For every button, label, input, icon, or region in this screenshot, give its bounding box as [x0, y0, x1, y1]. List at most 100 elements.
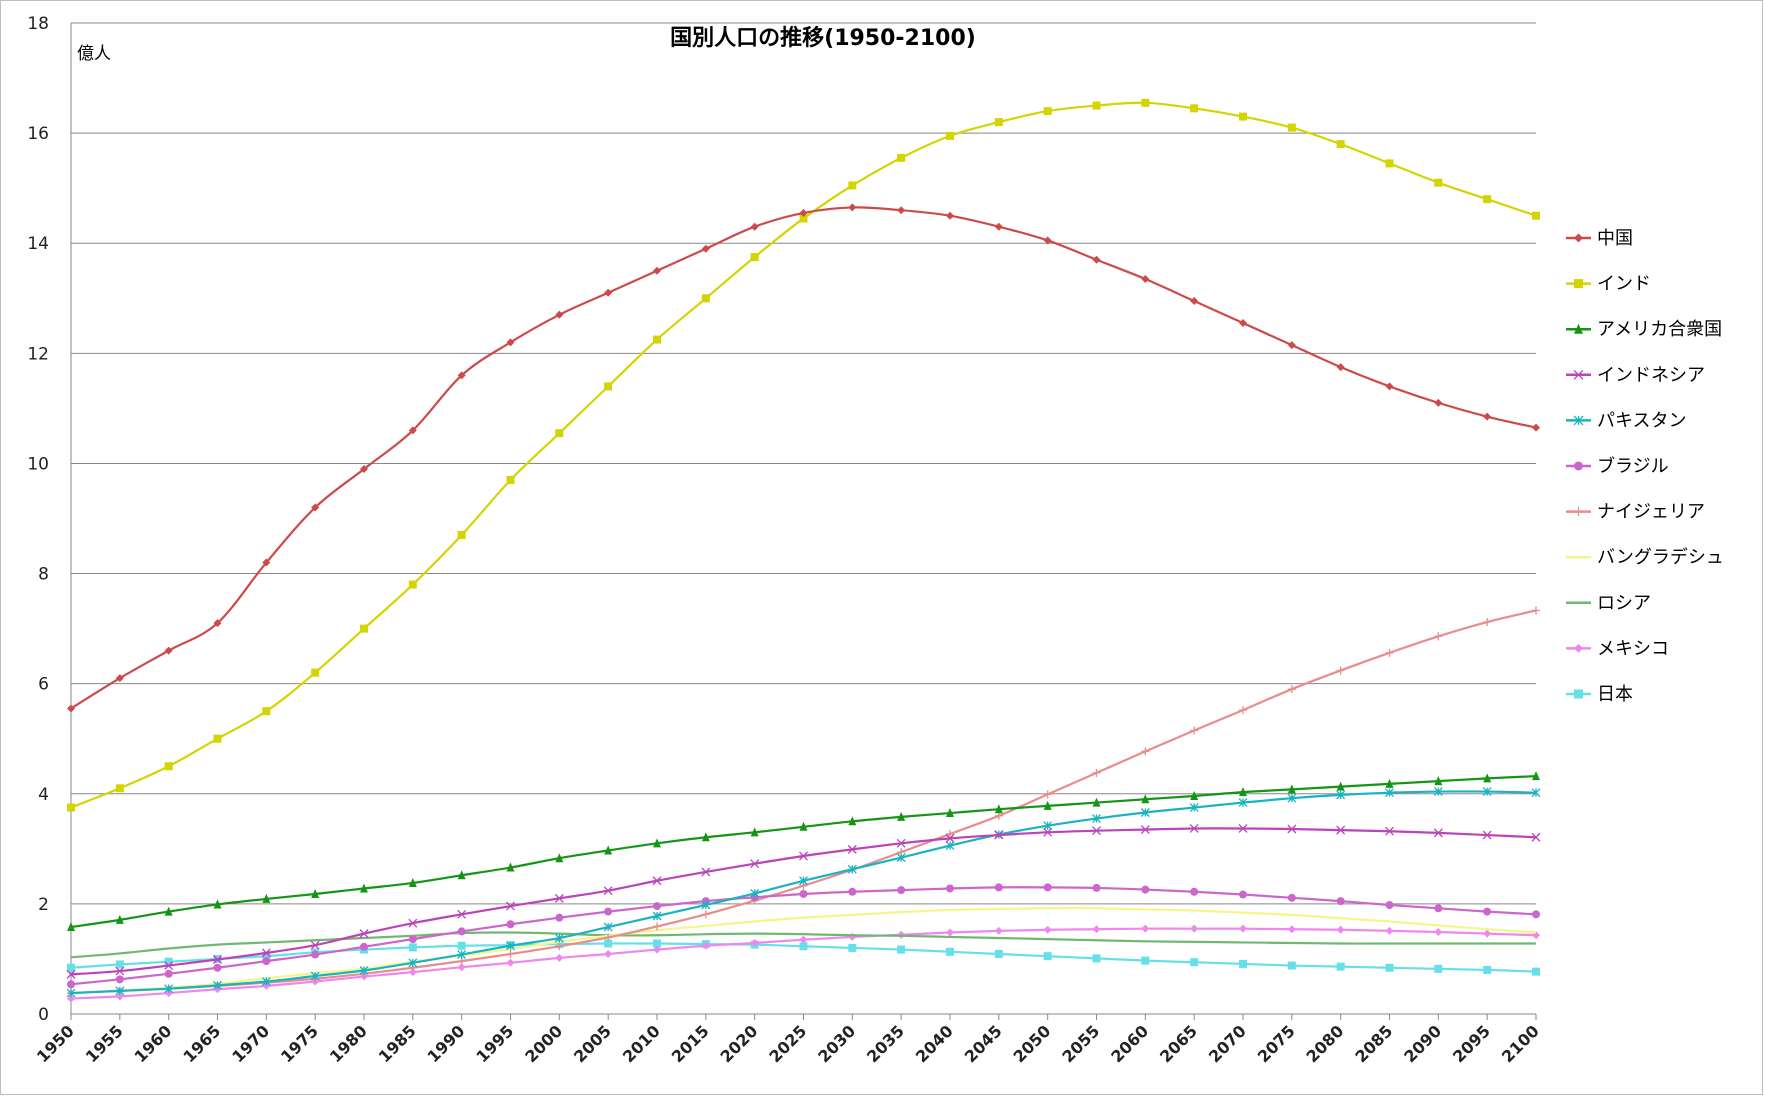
- data-point: [506, 949, 515, 958]
- data-point: [1287, 893, 1296, 902]
- data-point: [1238, 824, 1248, 833]
- series-line: [70, 827, 1537, 976]
- data-point: [1239, 706, 1247, 715]
- data-point: [1092, 101, 1101, 110]
- x-tick-label: 1955: [82, 1021, 127, 1066]
- data-point: [1385, 382, 1394, 391]
- data-point: [115, 966, 125, 976]
- x-tick-label: 2020: [717, 1021, 762, 1066]
- data-point: [506, 475, 515, 484]
- data-point: [1385, 900, 1394, 909]
- legend-label: 中国: [1597, 228, 1633, 249]
- x-tick-label: 2055: [1058, 1021, 1103, 1066]
- data-point: [799, 208, 808, 217]
- data-point: [1141, 747, 1150, 756]
- x-tick-label: 1990: [424, 1021, 469, 1066]
- data-point: [554, 933, 564, 943]
- data-point: [653, 939, 661, 948]
- series-1: [67, 98, 1540, 812]
- legend-label: インド: [1597, 274, 1651, 295]
- series-line: [70, 101, 1537, 809]
- series-lines: [66, 98, 1541, 1003]
- data-point: [115, 992, 124, 1001]
- data-point: [897, 886, 906, 895]
- data-point: [701, 910, 710, 919]
- data-point: [1043, 236, 1052, 245]
- data-point: [1336, 962, 1345, 971]
- data-point: [360, 942, 368, 951]
- data-point: [1574, 279, 1583, 289]
- data-point: [1434, 776, 1443, 786]
- data-point: [653, 945, 661, 954]
- data-point: [213, 955, 222, 964]
- data-point: [946, 131, 954, 140]
- data-point: [408, 918, 418, 928]
- data-point: [701, 941, 710, 950]
- data-point: [1092, 255, 1101, 264]
- data-point: [896, 838, 906, 848]
- data-point: [1336, 666, 1345, 675]
- data-point: [1532, 423, 1540, 432]
- legend-label: メキシコ: [1597, 638, 1669, 659]
- data-point: [799, 214, 808, 223]
- data-point: [555, 310, 564, 319]
- data-point: [164, 984, 174, 994]
- data-point: [506, 338, 515, 347]
- data-point: [1385, 778, 1394, 788]
- data-point: [408, 935, 417, 944]
- data-point: [1190, 924, 1199, 933]
- data-point: [1574, 461, 1583, 471]
- data-point: [1574, 689, 1583, 699]
- data-point: [1336, 825, 1346, 835]
- legend-label: ナイジェリア: [1597, 502, 1705, 523]
- data-point: [67, 980, 75, 989]
- x-tick-label: 2035: [863, 1021, 908, 1066]
- data-point: [1043, 952, 1052, 961]
- data-point: [604, 907, 613, 916]
- legend-label: インドネシア: [1597, 365, 1705, 386]
- data-point: [1189, 824, 1199, 833]
- data-point: [1043, 107, 1052, 116]
- data-point: [1482, 787, 1492, 797]
- data-point: [115, 986, 125, 996]
- data-point: [115, 784, 124, 793]
- data-point: [213, 734, 222, 743]
- data-point: [1434, 904, 1443, 913]
- data-point: [506, 941, 515, 951]
- series-8: [70, 931, 1536, 959]
- legend-label: ロシア: [1597, 593, 1651, 614]
- data-point: [1336, 140, 1345, 149]
- x-tick-label: 1950: [33, 1021, 78, 1066]
- y-tick-label: 2: [38, 895, 49, 915]
- data-point: [408, 426, 417, 435]
- data-point: [604, 288, 613, 297]
- x-tick-label: 2100: [1498, 1021, 1543, 1066]
- legend-entry-9: メキシコ: [1566, 638, 1669, 659]
- data-point: [701, 244, 710, 253]
- data-point: [1239, 959, 1247, 968]
- data-point: [262, 558, 271, 567]
- data-point: [750, 827, 759, 837]
- data-point: [946, 211, 954, 220]
- data-point: [701, 832, 710, 842]
- data-point: [946, 884, 954, 893]
- data-point: [1043, 800, 1052, 810]
- gridlines: [71, 22, 1536, 1015]
- data-point: [310, 940, 320, 950]
- data-point: [848, 203, 857, 212]
- data-point: [555, 942, 564, 951]
- data-point: [506, 901, 515, 911]
- data-point: [506, 920, 515, 929]
- x-tick-label: 2030: [814, 1021, 859, 1066]
- data-point: [1336, 897, 1345, 906]
- data-point: [603, 922, 613, 932]
- data-point: [555, 913, 564, 922]
- x-tick-label: 2065: [1156, 1021, 1201, 1066]
- data-point: [67, 922, 75, 932]
- data-point: [1483, 907, 1492, 916]
- data-point: [1434, 178, 1443, 187]
- data-point: [1092, 826, 1101, 836]
- data-point: [67, 994, 75, 1003]
- data-point: [848, 181, 857, 190]
- data-point: [1531, 788, 1541, 798]
